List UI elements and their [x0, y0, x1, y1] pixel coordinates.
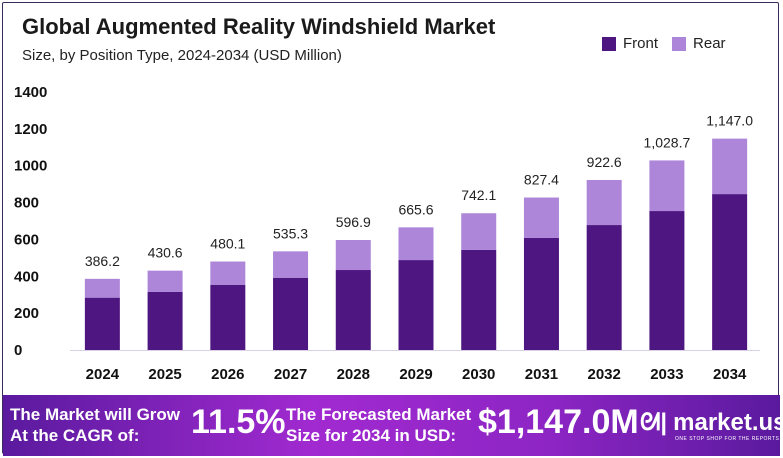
cagr-label-line2: At the CAGR of:	[10, 426, 140, 445]
bar-front-2024	[84, 297, 120, 350]
y-tick-label: 1400	[14, 84, 47, 101]
legend-swatch-front	[602, 36, 616, 51]
x-tick-label: 2025	[148, 366, 181, 383]
bar-front-2026	[210, 284, 246, 350]
bar-front-2025	[147, 291, 183, 350]
forecast-label-line1: The Forecasted Market	[286, 405, 472, 424]
bar-rear-2032	[586, 179, 622, 226]
bar-front-2032	[586, 225, 622, 350]
forecast-label-line2: Size for 2034 in USD:	[286, 426, 457, 445]
bar-rear-2034	[712, 138, 748, 195]
bar-front-2029	[398, 260, 434, 350]
y-tick-label: 1000	[14, 158, 47, 175]
y-tick-label: 1200	[14, 121, 47, 138]
bar-front-2033	[649, 211, 685, 350]
bar-rear-2031	[523, 197, 559, 238]
data-label-2026: 480.1	[210, 236, 245, 252]
bar-rear-2026	[210, 261, 246, 285]
brand-name: market.us	[673, 409, 783, 436]
x-tick-label: 2024	[86, 366, 120, 383]
forecast-label: The Forecasted Market Size for 2034 in US…	[286, 404, 471, 446]
x-tick-label: 2032	[587, 366, 620, 383]
y-tick-label: 800	[14, 195, 39, 212]
bar-rear-2027	[273, 251, 309, 278]
data-label-2025: 430.6	[148, 245, 183, 261]
x-tick-label: 2034	[713, 366, 747, 383]
chart-subtitle: Size, by Position Type, 2024-2034 (USD M…	[22, 47, 342, 64]
data-label-2027: 535.3	[273, 225, 308, 241]
bar-front-2027	[273, 277, 309, 350]
data-label-2030: 742.1	[461, 187, 496, 203]
logo-icon: ᘛ|	[640, 409, 668, 436]
x-tick-label: 2030	[462, 366, 495, 383]
x-tick-label: 2027	[274, 366, 307, 383]
data-label-2028: 596.9	[336, 214, 371, 230]
bar-rear-2033	[649, 160, 685, 212]
x-tick-label: 2028	[337, 366, 370, 383]
data-label-2033: 1,028.7	[644, 134, 691, 150]
x-tick-label: 2033	[650, 366, 683, 383]
data-label-2031: 827.4	[524, 172, 559, 188]
legend-label-front: Front	[623, 35, 659, 52]
y-tick-label: 0	[14, 342, 22, 359]
bar-rear-2029	[398, 227, 434, 261]
x-tick-label: 2029	[399, 366, 432, 383]
chart-title: Global Augmented Reality Windshield Mark…	[22, 14, 496, 39]
cagr-label-line1: The Market will Grow	[10, 405, 181, 424]
bar-rear-2025	[147, 270, 183, 292]
x-tick-label: 2026	[211, 366, 244, 383]
data-label-2034: 1,147.0	[706, 113, 753, 129]
data-label-2024: 386.2	[85, 253, 120, 269]
bar-front-2034	[712, 194, 748, 350]
data-label-2032: 922.6	[587, 154, 622, 170]
cagr-value: 11.5%	[191, 403, 286, 441]
legend-item-front: Front	[602, 35, 658, 52]
cagr-label: The Market will Grow At the CAGR of:	[10, 404, 180, 446]
bar-front-2031	[523, 237, 559, 350]
x-tick-label: 2031	[525, 366, 558, 383]
y-tick-label: 200	[14, 305, 39, 322]
bar-front-2030	[461, 249, 497, 350]
summary-banner: The Market will Grow At the CAGR of: 11.5…	[3, 395, 783, 456]
legend-item-rear: Rear	[672, 35, 726, 52]
y-tick-label: 400	[14, 268, 39, 285]
bar-rear-2028	[335, 239, 371, 271]
bar-front-2028	[335, 270, 371, 350]
bar-rear-2030	[461, 213, 497, 250]
legend-swatch-rear	[672, 36, 687, 51]
forecast-value: $1,147.0M	[478, 403, 639, 441]
bar-chart: 0 200 400 600 800 1000 1200 1400 386.2 2024 430.6 2…	[14, 84, 760, 383]
y-tick-label: 600	[14, 231, 39, 248]
legend: Front Rear	[602, 35, 726, 52]
legend-label-rear: Rear	[693, 35, 726, 52]
bar-rear-2024	[84, 278, 120, 298]
data-label-2029: 665.6	[398, 201, 433, 217]
brand-logo: ᘛ| market.us	[640, 409, 783, 437]
brand-tagline: ONE STOP SHOP FOR THE REPORTS	[675, 436, 780, 442]
